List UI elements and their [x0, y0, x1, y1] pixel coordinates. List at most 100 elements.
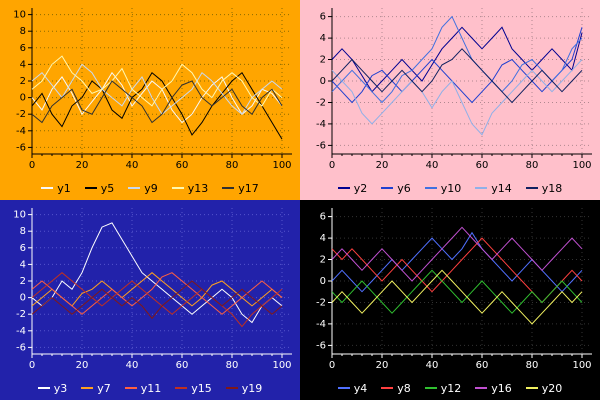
- legend-marker: [525, 387, 538, 389]
- series-y11: [31, 272, 283, 315]
- chart-legend: y3 y7 y11 y15 y19: [0, 376, 300, 400]
- series-y9: [31, 63, 283, 115]
- legend-label: y20: [541, 381, 563, 395]
- legend-item-y8: y8: [381, 382, 411, 395]
- legend-marker: [381, 187, 394, 189]
- legend-marker: [475, 387, 488, 389]
- series-y14: [331, 59, 583, 136]
- gridlines: [331, 8, 592, 154]
- y-tick-label: 4: [20, 259, 26, 270]
- x-tick-label: 40: [426, 360, 439, 371]
- legend-label: y3: [53, 381, 68, 395]
- legend-label: y5: [100, 181, 115, 195]
- y-tick-label: 10: [13, 210, 26, 221]
- legend-label: y1: [57, 181, 71, 195]
- x-tick-label: 80: [226, 160, 239, 171]
- legend-marker: [525, 187, 538, 189]
- x-tick-label: 60: [476, 160, 489, 171]
- x-tick-label: 80: [526, 160, 539, 171]
- legend-item-y17: y17: [222, 182, 259, 195]
- legend-label: y4: [353, 381, 368, 395]
- x-tick-label: 100: [572, 160, 591, 171]
- y-tick-label: 6: [20, 243, 26, 254]
- x-tick-label: 0: [329, 160, 335, 171]
- y-tick-label: -4: [316, 319, 326, 330]
- legend-marker: [81, 387, 94, 389]
- legend-item-y13: y13: [171, 182, 208, 195]
- legend-label: y8: [397, 381, 411, 395]
- y-tick-label: -6: [316, 140, 326, 151]
- series-y17: [31, 80, 283, 124]
- x-tick-label: 20: [376, 160, 389, 171]
- legend-label: y9: [144, 181, 158, 195]
- legend-item-y11: y11: [124, 381, 162, 395]
- chart-legend: y4 y8 y12 y16 y20: [300, 376, 600, 400]
- legend-marker: [41, 187, 54, 189]
- legend-marker: [337, 387, 350, 389]
- legend-label: y15: [191, 381, 212, 395]
- chart-panel-bottom-right: -6 -4 -2 0 2 4 6 0 20 40 60 80 100 y4 y8 y12 y16 y20: [300, 200, 600, 400]
- legend-marker: [475, 187, 488, 189]
- y-tick-label: -4: [16, 326, 26, 337]
- legend-item-y16: y16: [475, 382, 512, 395]
- x-tick-label: 100: [272, 360, 291, 371]
- legend-item-y19: y19: [225, 382, 262, 395]
- legend-item-y5: y5: [84, 181, 115, 195]
- legend-label: y14: [491, 181, 512, 195]
- legend-marker: [128, 187, 141, 189]
- legend-item-y12: y12: [424, 382, 461, 395]
- series-y18: [331, 48, 583, 104]
- x-tick-label: 0: [329, 360, 335, 371]
- legend-marker: [124, 387, 137, 389]
- y-tick-label: 8: [20, 26, 26, 37]
- series-y16: [331, 226, 583, 282]
- series-y6: [331, 27, 583, 104]
- series-y3: [31, 222, 283, 324]
- x-tick-label: 100: [572, 360, 591, 371]
- y-tick-label: 8: [20, 226, 26, 237]
- series-y1: [31, 71, 283, 124]
- series-y20: [331, 269, 583, 325]
- y-tick-label: 6: [320, 12, 326, 23]
- chart-panel-top-left: -6 -4 -2 0 2 4 6 8 10 0 20 40 60 80 100 y1 y5 y9 y13 y17: [0, 0, 300, 200]
- y-tick-label: 2: [20, 76, 26, 87]
- chart-panel-bottom-left: -6 -4 -2 0 2 4 6 8 10 0 20 40 60 80 100 y3 y7 y11 y15 y19: [0, 200, 300, 400]
- legend-item-y2: y2: [337, 181, 368, 195]
- y-tick-label: 0: [20, 93, 26, 104]
- series-y7: [31, 272, 283, 307]
- x-tick-label: 80: [226, 360, 239, 371]
- x-tick-label: 100: [272, 160, 291, 171]
- legend-label: y2: [353, 181, 368, 195]
- y-tick-label: -2: [16, 309, 26, 320]
- y-tick-label: 4: [320, 33, 326, 44]
- series-y19: [31, 280, 283, 320]
- x-tick-label: 20: [76, 360, 89, 371]
- legend-item-y3: y3: [37, 381, 68, 395]
- chart-panel-top-right: -6 -4 -2 0 2 4 6 0 20 40 60 80 100 y2 y6 y10 y14 y18: [300, 0, 600, 200]
- y-tick-label: -4: [316, 119, 326, 130]
- legend-item-y6: y6: [381, 182, 411, 195]
- x-tick-label: 20: [376, 360, 389, 371]
- x-tick-label: 60: [476, 360, 489, 371]
- gridlines: [31, 8, 292, 154]
- legend-label: y17: [238, 181, 259, 195]
- legend-item-y20: y20: [525, 381, 563, 395]
- legend-item-y15: y15: [175, 382, 212, 395]
- series-y15: [31, 272, 283, 328]
- legend-label: y6: [397, 181, 411, 195]
- legend-marker: [337, 187, 350, 189]
- legend-marker: [175, 387, 188, 389]
- y-tick-label: 4: [320, 233, 326, 244]
- chart-legend: y2 y6 y10 y14 y18: [300, 176, 600, 200]
- y-tick-label: 6: [320, 212, 326, 223]
- legend-item-y4: y4: [337, 381, 368, 395]
- series-y12: [331, 269, 583, 314]
- legend-label: y11: [140, 381, 162, 395]
- y-tick-label: -4: [16, 126, 26, 137]
- legend-marker: [222, 187, 235, 189]
